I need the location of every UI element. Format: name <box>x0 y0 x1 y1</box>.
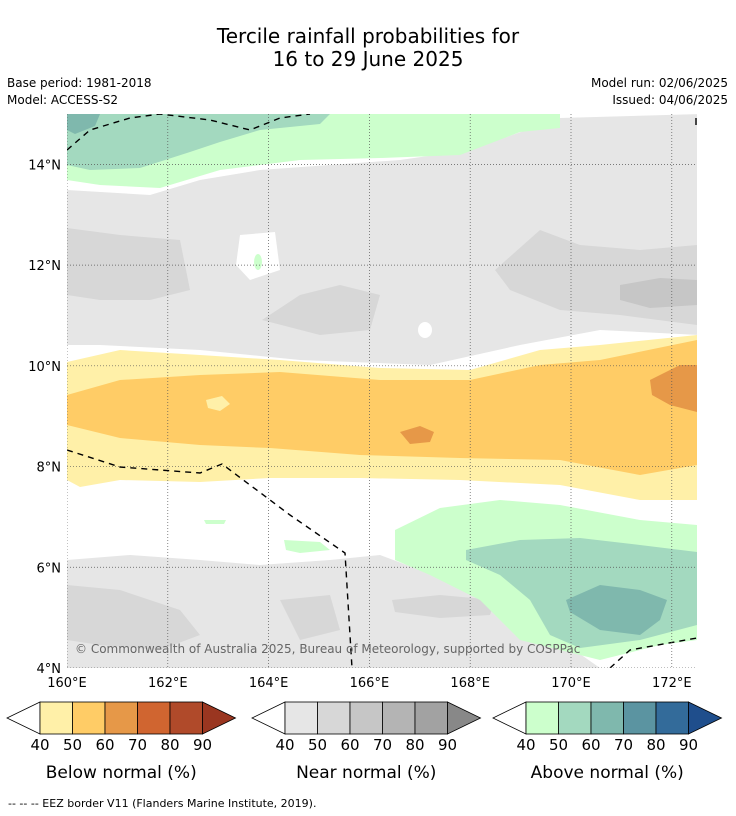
colorbar-segment <box>39 701 73 735</box>
model-name: Model: ACCESS-S2 <box>7 93 119 107</box>
eez-border <box>67 449 353 668</box>
near-normal-region <box>67 114 697 365</box>
colorbar-tick-label: 40 <box>516 736 535 754</box>
colorbars: 40 50 60 70 80 90 Below normal (%) 40 50 60 70 80 90… <box>6 701 723 783</box>
colorbar-segment <box>137 701 171 735</box>
above-normal-50-north <box>67 114 330 170</box>
colorbar-over-triangle <box>447 701 482 735</box>
colorbar-tick-label: 50 <box>63 736 82 754</box>
eez-border <box>609 637 697 668</box>
colorbar-tick-label: 70 <box>373 736 392 754</box>
colorbar-segment <box>558 701 592 735</box>
near-normal-region-50 <box>67 228 190 300</box>
below-normal-colorbar: 40 50 60 70 80 90 Below normal (%) <box>6 701 237 783</box>
gridlines <box>67 114 697 668</box>
below-normal-50 <box>67 340 697 475</box>
above-normal-40-south <box>204 520 226 524</box>
colorbar-segment <box>72 701 106 735</box>
colorbar-tick-label: 90 <box>193 736 212 754</box>
colorbar-tick-label: 80 <box>646 736 665 754</box>
chart-title-line1: Tercile rainfall probabilities for <box>216 24 520 48</box>
above-normal-60-north <box>67 114 100 134</box>
colorbar-segment <box>590 701 624 735</box>
lon-tick-label: 162°E <box>148 676 188 691</box>
below-normal-60 <box>400 426 434 444</box>
colorbar-tick-label: 70 <box>128 736 147 754</box>
colorbar-over-triangle <box>202 701 237 735</box>
colorbar-tick-label: 60 <box>581 736 600 754</box>
above-normal-colorbar: 40 50 60 70 80 90 Above normal (%) <box>492 701 723 783</box>
colorbar-segment <box>169 701 203 735</box>
colorbar-tick-label: 50 <box>549 736 568 754</box>
lon-tick-label: 168°E <box>450 676 490 691</box>
above-normal-40-south <box>284 540 330 553</box>
copyright-text: © Commonwealth of Australia 2025, Bureau… <box>75 642 580 656</box>
colorbar-under-triangle <box>492 701 527 735</box>
above-normal-60-south <box>566 585 667 635</box>
issued-date: Issued: 04/06/2025 <box>612 93 728 107</box>
lon-tick-label: 160°E <box>47 676 87 691</box>
colorbar-segment <box>349 701 383 735</box>
colorbar-segment <box>525 701 559 735</box>
below-normal-60 <box>650 365 697 412</box>
near-normal-region-south-50 <box>67 585 200 650</box>
near-normal-region-50 <box>262 285 380 335</box>
map-plot-area <box>67 114 697 668</box>
colorbar-segment <box>317 701 351 735</box>
colorbar-tick-label: 40 <box>30 736 49 754</box>
colorbar-segment <box>382 701 416 735</box>
colorbar-segment <box>655 701 689 735</box>
near-normal-region-south-50 <box>280 595 340 640</box>
colorbar-tick-label: 50 <box>308 736 327 754</box>
lat-tick-label: 14°N <box>28 158 61 173</box>
lon-tick-label: 172°E <box>652 676 692 691</box>
lat-tick-label: 4°N <box>37 662 62 677</box>
colorbar-tick-label: 70 <box>614 736 633 754</box>
base-period: Base period: 1981-2018 <box>7 76 152 90</box>
colorbar-title: Near normal (%) <box>296 763 436 783</box>
colorbar-tick-label: 60 <box>95 736 114 754</box>
near-normal-region-60 <box>620 278 697 308</box>
colorbar-over-triangle <box>688 701 723 735</box>
near-normal-region-south-50 <box>392 595 495 618</box>
colorbar-tick-label: 80 <box>405 736 424 754</box>
colorbar-segment <box>414 701 448 735</box>
lon-tick-label: 170°E <box>551 676 591 691</box>
chart-title-line2: 16 to 29 June 2025 <box>272 47 464 71</box>
colorbar-tick-label: 90 <box>679 736 698 754</box>
colorbar-under-triangle <box>6 701 41 735</box>
colorbar-tick-label: 40 <box>275 736 294 754</box>
lon-tick-label: 166°E <box>350 676 390 691</box>
model-run: Model run: 02/06/2025 <box>590 76 728 90</box>
lat-tick-label: 8°N <box>37 461 62 476</box>
colorbar-segment <box>284 701 318 735</box>
colorbar-tick-label: 80 <box>160 736 179 754</box>
colorbar-tick-label: 90 <box>438 736 457 754</box>
eez-footnote: -- -- -- EEZ border V11 (Flanders Marine… <box>8 797 317 810</box>
colorbar-title: Above normal (%) <box>531 763 684 783</box>
longitude-tick-labels: 160°E 162°E 164°E 166°E 168°E 170°E 172°E <box>47 676 691 691</box>
colorbar-segment <box>623 701 657 735</box>
latitude-tick-labels: 14°N 12°N 10°N 8°N 6°N 4°N <box>28 158 61 677</box>
colorbar-under-triangle <box>251 701 286 735</box>
lat-tick-label: 10°N <box>28 360 61 375</box>
colorbar-title: Below normal (%) <box>46 763 197 783</box>
lon-tick-label: 164°E <box>249 676 289 691</box>
lat-tick-label: 12°N <box>28 259 61 274</box>
rainfall-map: © Commonwealth of Australia 2025, Bureau… <box>6 114 723 783</box>
lat-tick-label: 6°N <box>37 561 62 576</box>
colorbar-segment <box>104 701 138 735</box>
colorbar-tick-label: 60 <box>340 736 359 754</box>
eez-border <box>67 114 311 151</box>
below-normal-40 <box>206 396 230 411</box>
